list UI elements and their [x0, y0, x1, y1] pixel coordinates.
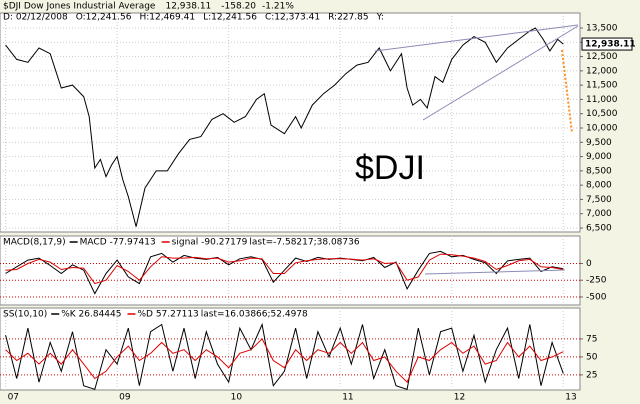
legend-label: %K 26.84445: [61, 310, 121, 320]
y-tick-label: 10,500: [586, 109, 618, 119]
y-tick-label: 9,500: [586, 138, 612, 148]
y-tick-label: 25: [586, 370, 597, 380]
header-text: D: 02/12/2008: [3, 13, 68, 23]
header-text: C:12,373.41: [265, 13, 320, 23]
x-tick-label: 10: [231, 393, 243, 403]
y-tick-label: 75: [586, 334, 597, 344]
header-text: 12,938.11: [165, 2, 211, 12]
series-line: [5, 253, 564, 285]
header-text: -158.20: [221, 2, 256, 12]
header-text: L:12,241.56: [203, 13, 257, 23]
y-tick-label: 0: [586, 259, 592, 269]
x-tick-label: 09: [119, 393, 131, 403]
legend-label: %D 57.27113: [137, 310, 198, 320]
legend-label: MACD -77.97413: [80, 238, 156, 248]
y-tick-label: -250: [586, 276, 607, 286]
header-text: R:227.85: [328, 13, 369, 23]
y-tick-label: 11,000: [586, 95, 618, 105]
price-panel: [0, 12, 581, 233]
y-tick-label: 7,000: [586, 209, 612, 219]
last-price-label: 12,938.11: [585, 40, 636, 50]
header-text: H:12,469.41: [139, 13, 195, 23]
y-tick-label: 13,500: [586, 24, 618, 34]
trend-line: [424, 269, 566, 275]
y-tick-label: 12,000: [586, 66, 618, 76]
panel-note: last=-7.58217;38.08736: [249, 238, 359, 248]
x-tick-label: 13: [565, 393, 576, 403]
projection-line: [561, 49, 573, 134]
macd-panel: [0, 235, 581, 306]
legend-label: signal -90.27179: [172, 238, 248, 248]
header-text: O:12,241.56: [76, 13, 132, 23]
series-line: [5, 250, 564, 295]
last-price-box: [581, 37, 633, 51]
header-text: $DJI Dow Jones Industrial Average: [3, 2, 156, 12]
y-tick-label: 10,000: [586, 124, 618, 134]
y-tick-label: 6,500: [586, 224, 612, 234]
series-line: [5, 27, 564, 227]
header-text: -1.21%: [262, 2, 294, 12]
y-tick-label: 12,500: [586, 52, 618, 62]
y-tick-label: 8,000: [586, 181, 612, 191]
x-tick-label: 11: [342, 393, 353, 403]
y-tick-label: 7,500: [586, 195, 612, 205]
trend-line: [374, 24, 579, 52]
y-tick-label: 11,500: [586, 81, 618, 91]
x-tick-label: 12: [454, 393, 465, 403]
watermark: $DJI: [355, 149, 425, 187]
panel-note: last=16.03866;52.4978: [201, 310, 308, 320]
x-tick-label: 07: [8, 393, 19, 403]
trend-line: [422, 25, 579, 121]
y-tick-label: 9,000: [586, 152, 612, 162]
series-line: [5, 338, 564, 383]
y-tick-label: 50: [586, 352, 598, 362]
y-tick-label: 8,500: [586, 166, 612, 176]
plot-layer: [0, 13, 580, 390]
panel-title: SS(10,10): [3, 310, 47, 320]
panel-title: MACD(8,17,9): [3, 238, 66, 248]
header-text: Y:: [376, 13, 384, 23]
y-tick-label: -500: [586, 292, 607, 302]
